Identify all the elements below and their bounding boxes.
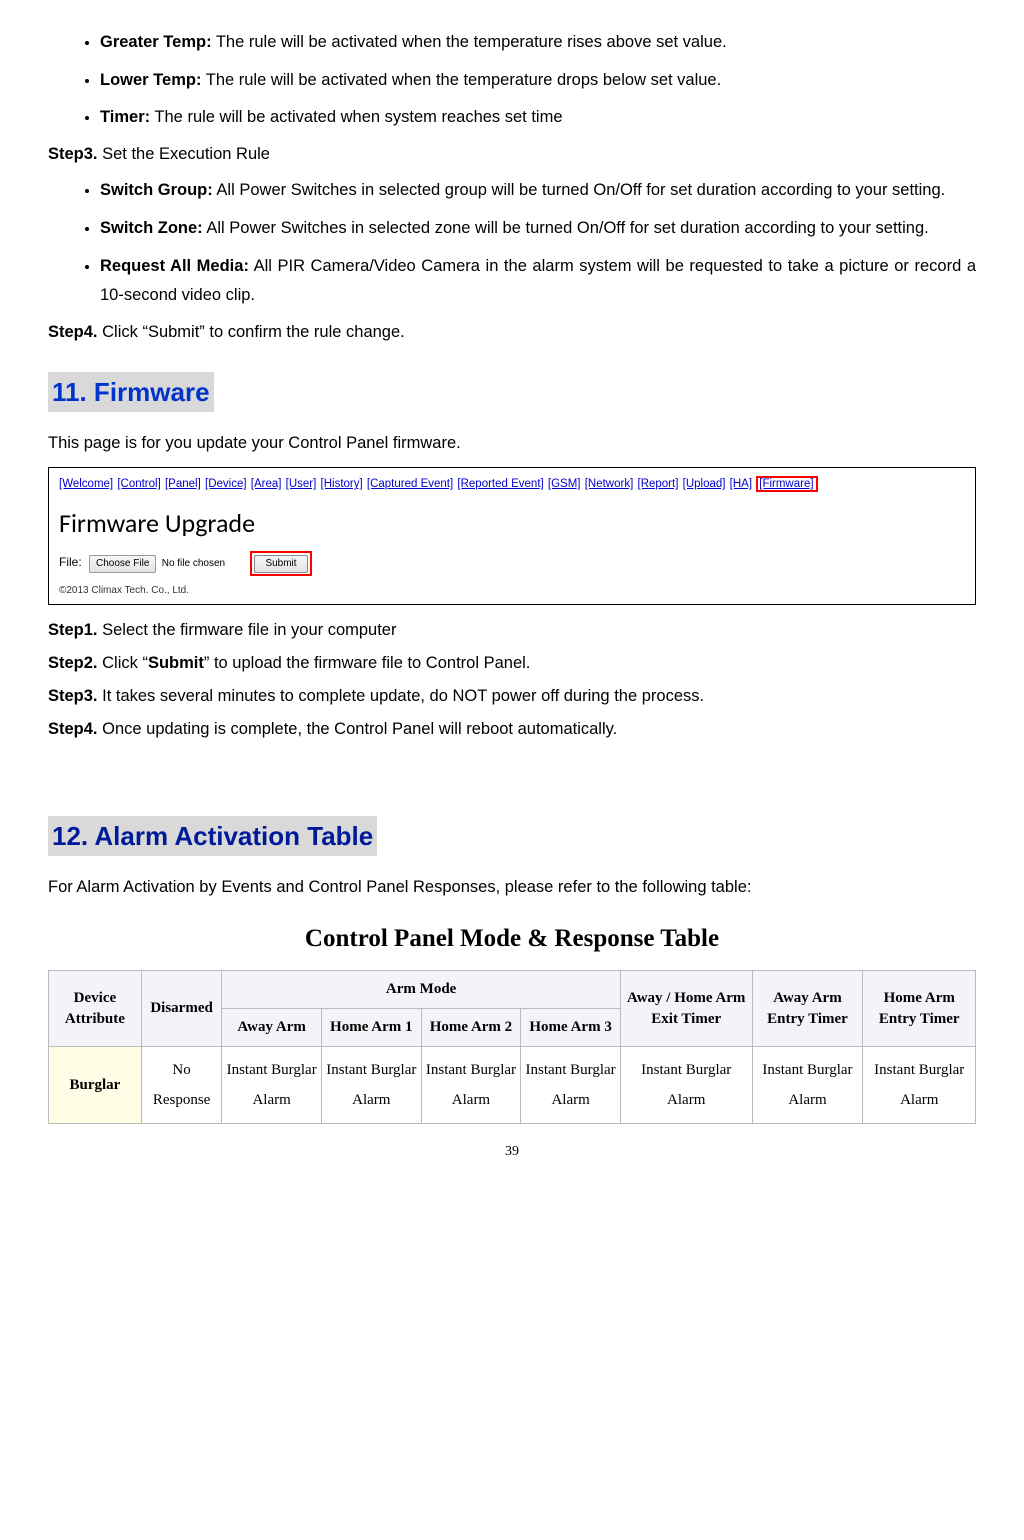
- col-device-attribute: Device Attribute: [49, 971, 142, 1047]
- cell: Instant Burglar Alarm: [521, 1047, 621, 1124]
- response-table: Device Attribute Disarmed Arm Mode Away …: [48, 970, 976, 1124]
- nav-link[interactable]: [Control]: [117, 478, 160, 490]
- nav-link[interactable]: [Reported Event]: [457, 478, 543, 490]
- nav-link[interactable]: [Captured Event]: [367, 478, 453, 490]
- col-home-arm-1: Home Arm 1: [321, 1009, 421, 1047]
- bullet-item: Request All Media: All PIR Camera/Video …: [100, 252, 976, 311]
- firmware-screenshot: [Welcome] [Control] [Panel] [Device] [Ar…: [48, 467, 976, 604]
- bullet-term: Timer:: [100, 108, 150, 126]
- col-disarmed: Disarmed: [141, 971, 221, 1047]
- col-home-arm-2: Home Arm 2: [421, 1009, 521, 1047]
- col-exit-timer: Away / Home Arm Exit Timer: [620, 971, 752, 1047]
- step4: Step4. Click “Submit” to confirm the rul…: [48, 321, 976, 344]
- step-pre: Click “: [98, 654, 148, 672]
- step-text: Click “Submit” to confirm the rule chang…: [98, 323, 405, 341]
- bullet-list-1: Greater Temp: The rule will be activated…: [48, 28, 976, 133]
- cell: Instant Burglar Alarm: [620, 1047, 752, 1124]
- fw-step3: Step3. It takes several minutes to compl…: [48, 685, 976, 708]
- step-text: It takes several minutes to complete upd…: [98, 687, 705, 705]
- nav-link[interactable]: [Network]: [585, 478, 634, 490]
- cell: Instant Burglar Alarm: [752, 1047, 863, 1124]
- submit-highlight: Submit: [250, 551, 311, 576]
- table-header-row: Device Attribute Disarmed Arm Mode Away …: [49, 971, 976, 1009]
- fw-step1: Step1. Select the firmware file in your …: [48, 619, 976, 642]
- step-text: Once updating is complete, the Control P…: [98, 720, 618, 738]
- step-label: Step3.: [48, 145, 98, 163]
- nav-link[interactable]: [Upload]: [683, 478, 726, 490]
- fw-step2: Step2. Click “Submit” to upload the firm…: [48, 652, 976, 675]
- nav-link[interactable]: [Panel]: [165, 478, 201, 490]
- nav-link[interactable]: [HA]: [730, 478, 752, 490]
- step3: Step3. Set the Execution Rule: [48, 143, 976, 166]
- file-row: File: Choose File No file chosen Submit: [59, 551, 965, 576]
- col-away-entry: Away Arm Entry Timer: [752, 971, 863, 1047]
- bullet-item: Switch Group: All Power Switches in sele…: [100, 176, 976, 206]
- firmware-upgrade-title: Firmware Upgrade: [59, 505, 965, 541]
- fw-step4: Step4. Once updating is complete, the Co…: [48, 718, 976, 741]
- table-title: Control Panel Mode & Response Table: [48, 921, 976, 956]
- bullet-text: The rule will be activated when system r…: [150, 108, 562, 126]
- nav-link[interactable]: [History]: [321, 478, 363, 490]
- bullet-list-2: Switch Group: All Power Switches in sele…: [48, 176, 976, 311]
- cell: Instant Burglar Alarm: [421, 1047, 521, 1124]
- bullet-term: Switch Zone:: [100, 219, 203, 237]
- no-file-text: No file chosen: [162, 558, 225, 569]
- cell: Instant Burglar Alarm: [863, 1047, 976, 1124]
- nav-link-firmware-highlight: [Firmware]: [756, 476, 817, 492]
- nav-link[interactable]: [Area]: [251, 478, 282, 490]
- nav-links: [Welcome] [Control] [Panel] [Device] [Ar…: [59, 476, 965, 492]
- bullet-item: Switch Zone: All Power Switches in selec…: [100, 214, 976, 244]
- step-text: Select the firmware file in your compute…: [98, 621, 397, 639]
- bullet-item: Lower Temp: The rule will be activated w…: [100, 66, 976, 96]
- file-label: File:: [59, 555, 82, 569]
- section-11-heading: 11. Firmware: [48, 372, 214, 412]
- cell: Instant Burglar Alarm: [321, 1047, 421, 1124]
- col-arm-mode: Arm Mode: [222, 971, 621, 1009]
- bullet-text: All Power Switches in selected group wil…: [213, 181, 946, 199]
- bullet-text: The rule will be activated when the temp…: [201, 71, 721, 89]
- section-11-intro: This page is for you update your Control…: [48, 432, 976, 455]
- row-burglar-name: Burglar: [49, 1047, 142, 1124]
- table-row: Burglar No Response Instant Burglar Alar…: [49, 1047, 976, 1124]
- step-label: Step3.: [48, 687, 98, 705]
- col-home-entry: Home Arm Entry Timer: [863, 971, 976, 1047]
- col-home-arm-3: Home Arm 3: [521, 1009, 621, 1047]
- bullet-text: The rule will be activated when the temp…: [212, 33, 727, 51]
- step-label: Step1.: [48, 621, 98, 639]
- step-label: Step2.: [48, 654, 98, 672]
- step-text: Set the Execution Rule: [98, 145, 270, 163]
- bullet-item: Greater Temp: The rule will be activated…: [100, 28, 976, 58]
- nav-link[interactable]: [Report]: [638, 478, 679, 490]
- step-post: ” to upload the firmware file to Control…: [204, 654, 531, 672]
- nav-link[interactable]: [GSM]: [548, 478, 581, 490]
- bullet-term: Greater Temp:: [100, 33, 212, 51]
- bullet-term: Lower Temp:: [100, 71, 201, 89]
- col-away-arm: Away Arm: [222, 1009, 322, 1047]
- section-12-intro: For Alarm Activation by Events and Contr…: [48, 876, 976, 899]
- bullet-item: Timer: The rule will be activated when s…: [100, 103, 976, 133]
- nav-link[interactable]: [User]: [286, 478, 317, 490]
- step-label: Step4.: [48, 720, 98, 738]
- step-label: Step4.: [48, 323, 98, 341]
- nav-link[interactable]: [Welcome]: [59, 478, 113, 490]
- choose-file-button[interactable]: Choose File: [89, 555, 156, 573]
- bullet-text: All Power Switches in selected zone will…: [203, 219, 929, 237]
- submit-button[interactable]: Submit: [254, 555, 307, 573]
- cell: Instant Burglar Alarm: [222, 1047, 322, 1124]
- copyright-text: ©2013 Climax Tech. Co., Ltd.: [59, 584, 965, 598]
- bullet-term: Switch Group:: [100, 181, 213, 199]
- nav-link[interactable]: [Device]: [205, 478, 247, 490]
- bullet-term: Request All Media:: [100, 257, 249, 275]
- page-number: 39: [48, 1142, 976, 1162]
- section-12-heading: 12. Alarm Activation Table: [48, 816, 377, 856]
- cell: No Response: [141, 1047, 221, 1124]
- nav-link-firmware[interactable]: [Firmware]: [759, 478, 813, 490]
- step-bold: Submit: [148, 654, 204, 672]
